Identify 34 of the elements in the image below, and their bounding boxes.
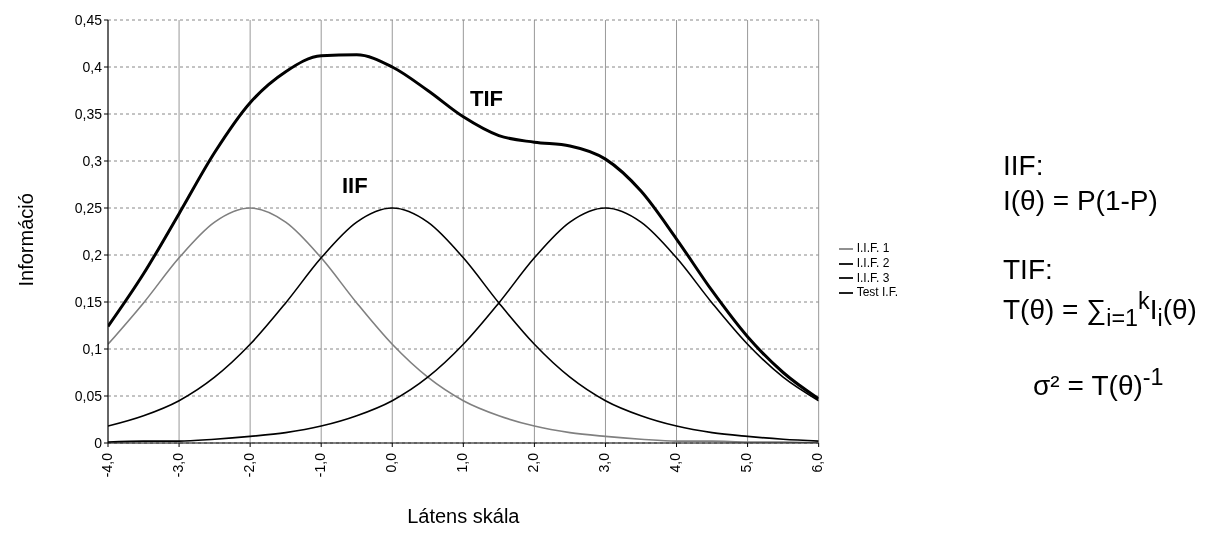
- x-axis-title: Látens skála: [407, 505, 521, 527]
- text: I(θ) = P(1-P): [1003, 184, 1159, 218]
- x-tick-label: -1,0: [311, 452, 328, 478]
- y-tick-label: 0,2: [82, 246, 103, 263]
- x-tick-label: 3,0: [596, 452, 613, 473]
- annotation: TIF: [470, 86, 503, 112]
- y-tick-label: 0: [94, 434, 103, 451]
- text: T(θ) = ∑$_{i=1}$$^{k}$I$_{i}$(θ): [1003, 287, 1197, 333]
- y-tick-label: 0,4: [82, 58, 103, 75]
- x-tick-label: 2,0: [525, 452, 542, 473]
- legend-label: Test I.F.: [856, 285, 898, 300]
- y-tick-label: 0,05: [74, 387, 103, 404]
- y-axis-title: Információ: [15, 193, 38, 287]
- x-tick-label: 0,0: [382, 452, 399, 473]
- legend-label: I.I.F. 1: [856, 240, 890, 255]
- x-tick-label: 5,0: [738, 452, 755, 473]
- legend-label: I.I.F. 3: [856, 270, 890, 285]
- x-tick-label: -2,0: [240, 452, 257, 478]
- y-tick-label: 0,3: [82, 152, 103, 169]
- y-tick-label: 0,15: [74, 293, 103, 310]
- text: σ² = T(θ)$^{-1}$: [1033, 363, 1165, 404]
- annotation: IIF: [342, 173, 368, 199]
- y-tick-label: 0,1: [82, 340, 103, 357]
- text: TIF:: [1003, 253, 1054, 287]
- x-tick-label: 1,0: [454, 452, 471, 473]
- x-tick-label: -4,0: [98, 452, 115, 478]
- x-tick-label: 4,0: [667, 452, 684, 473]
- x-tick-label: 6,0: [809, 452, 826, 473]
- text: IIF:: [1003, 149, 1045, 183]
- y-tick-label: 0,35: [74, 105, 103, 122]
- y-tick-label: 0,25: [74, 199, 103, 216]
- x-tick-label: -3,0: [169, 452, 186, 478]
- y-tick-label: 0,45: [74, 11, 103, 28]
- legend-label: I.I.F. 2: [856, 255, 890, 270]
